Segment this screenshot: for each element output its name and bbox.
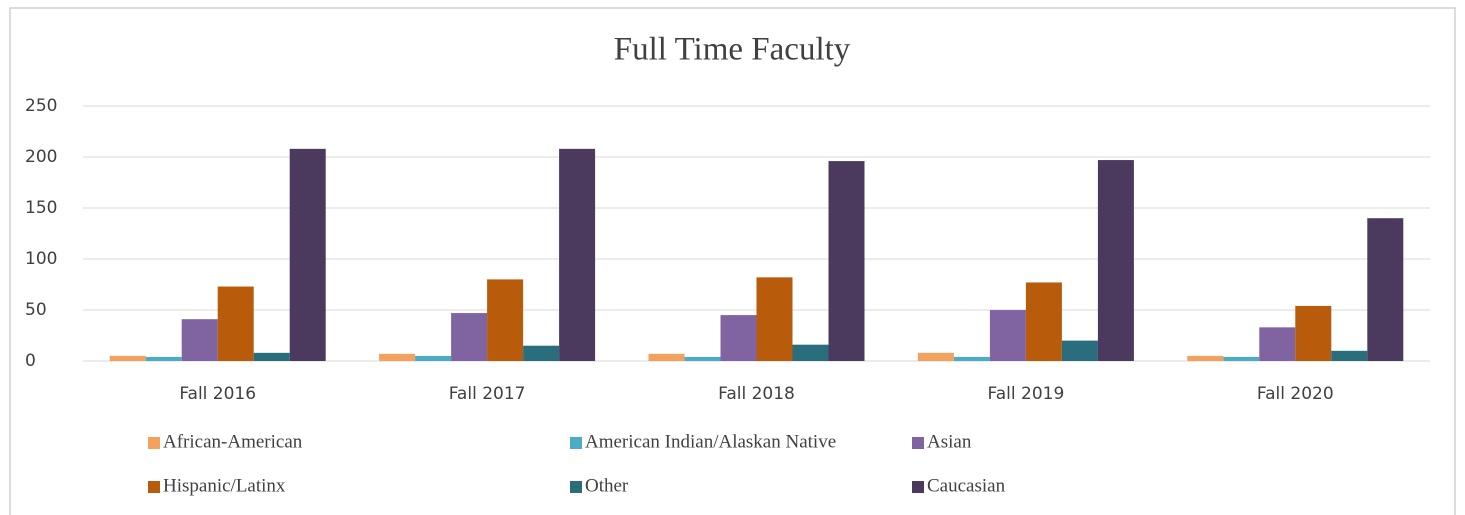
bar (1223, 356, 1260, 361)
bar (451, 313, 488, 361)
bar (415, 355, 452, 361)
bar (917, 352, 954, 361)
bar (487, 279, 524, 361)
bar (523, 345, 560, 361)
legend-swatch (912, 437, 924, 449)
y-tick-label: 150 (25, 198, 57, 218)
bar (217, 286, 254, 361)
bar (145, 356, 182, 361)
y-tick-label: 50 (25, 300, 47, 320)
chart-frame (9, 7, 1456, 515)
x-tick-label: Fall 2019 (988, 384, 1065, 404)
legend-label: Caucasian (927, 475, 1006, 496)
legend-swatch (148, 437, 160, 449)
bar (953, 356, 990, 361)
bar (1259, 327, 1296, 361)
bar (1025, 282, 1062, 361)
bar (181, 319, 218, 361)
legend-label: Other (585, 475, 629, 496)
bar (559, 148, 596, 361)
legend-swatch (912, 481, 924, 493)
legend-label: American Indian/Alaskan Native (585, 431, 836, 452)
bar (379, 353, 416, 361)
bar (1295, 305, 1332, 361)
bar (756, 277, 793, 361)
bar (289, 148, 326, 361)
y-tick-label: 0 (25, 351, 36, 371)
bar (1187, 355, 1224, 361)
legend-label: Asian (927, 431, 972, 452)
bar (1097, 160, 1134, 361)
x-tick-label: Fall 2016 (179, 384, 256, 404)
bar (109, 355, 146, 361)
legend-swatch (570, 437, 582, 449)
bar (1331, 350, 1368, 361)
legend-label: African-American (163, 431, 303, 452)
bar (792, 344, 829, 361)
bar (253, 352, 290, 361)
x-tick-label: Fall 2018 (718, 384, 795, 404)
y-tick-label: 100 (25, 249, 57, 269)
chart-title: Full Time Faculty (614, 32, 851, 68)
bar (684, 356, 721, 361)
y-tick-label: 200 (25, 147, 57, 167)
bar (989, 310, 1026, 361)
x-tick-label: Fall 2020 (1257, 384, 1334, 404)
bar (720, 315, 757, 361)
legend-label: Hispanic/Latinx (163, 475, 286, 496)
legend-swatch (148, 481, 160, 493)
x-tick-label: Fall 2017 (449, 384, 526, 404)
bar (828, 161, 865, 361)
bar (1367, 218, 1404, 361)
bar (648, 353, 685, 361)
bar (1061, 340, 1098, 361)
y-tick-label: 250 (25, 96, 57, 116)
legend-swatch (570, 481, 582, 493)
